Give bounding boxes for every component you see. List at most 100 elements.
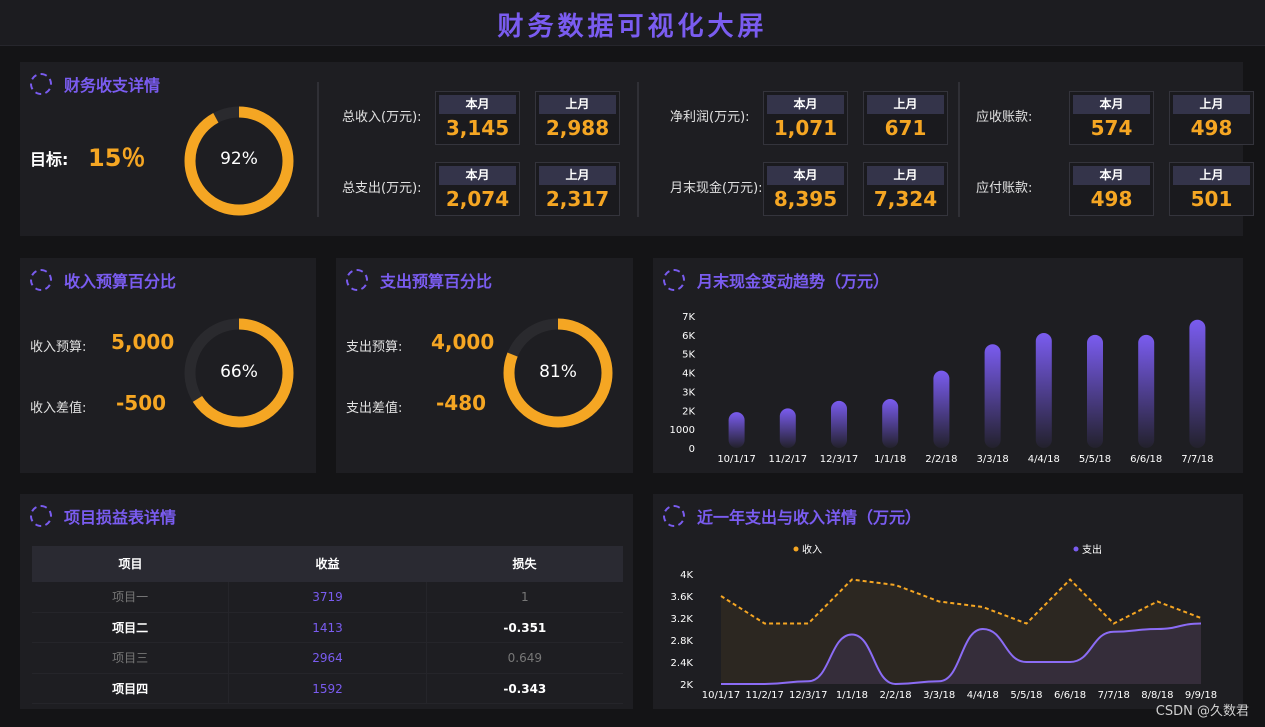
bar bbox=[1138, 334, 1155, 448]
bar bbox=[882, 398, 899, 448]
metric-current-value: 1,071 bbox=[773, 116, 838, 140]
y-tick-label: 1000 bbox=[670, 425, 695, 436]
expense-budget-gauge bbox=[503, 318, 613, 428]
x-tick-label: 7/7/18 bbox=[1098, 690, 1130, 701]
bar bbox=[831, 400, 847, 448]
y-tick-label: 2K bbox=[682, 406, 695, 417]
divider bbox=[317, 82, 319, 217]
table-row: 项目三 2964 0.649 bbox=[32, 643, 623, 674]
income-budget-gauge bbox=[184, 318, 294, 428]
metric-current-value: 8,395 bbox=[773, 187, 838, 211]
metric-label: 总支出(万元): bbox=[342, 181, 422, 196]
expense-budget-value: 4,000 bbox=[431, 330, 495, 354]
y-tick-label: 3K bbox=[682, 387, 695, 398]
income-expense-panel: 近一年支出与收入详情（万元） 2K 2.4K 2.8K 3.2K 3.6K 4K 10/1/… bbox=[653, 494, 1243, 709]
expense-budget-gauge-label: 81% bbox=[539, 362, 577, 382]
metric-current-head: 本月 bbox=[439, 166, 516, 185]
target-gauge bbox=[184, 106, 294, 216]
circle-icon bbox=[346, 269, 368, 291]
x-tick-label: 6/6/18 bbox=[1054, 690, 1086, 701]
income-diff-value: -500 bbox=[116, 391, 167, 415]
x-tick-label: 8/8/18 bbox=[1141, 690, 1173, 701]
target-gauge-label: 92% bbox=[220, 149, 258, 169]
income-expense-chart: 2K 2.4K 2.8K 3.2K 3.6K 4K 10/1/17 11/2/17 12/3/1… bbox=[671, 543, 1218, 701]
bar bbox=[933, 370, 950, 448]
x-tick-label: 9/9/18 bbox=[1185, 690, 1217, 701]
metric-current-box: 本月 1,071 bbox=[763, 91, 848, 145]
metric-prev-value: 2,988 bbox=[545, 116, 610, 140]
table-header-cell: 收益 bbox=[315, 557, 340, 571]
income-budget-label: 收入预算: bbox=[30, 340, 87, 355]
y-tick-label: 7K bbox=[682, 312, 695, 323]
expense-diff-label: 支出差值: bbox=[346, 401, 403, 416]
y-tick-label: 5K bbox=[682, 350, 695, 361]
metric-prev-box: 上月 498 bbox=[1169, 91, 1254, 145]
metric-label: 月末现金(万元): bbox=[670, 181, 763, 196]
x-tick-label: 3/3/18 bbox=[977, 454, 1009, 465]
x-tick-label: 1/1/18 bbox=[874, 454, 906, 465]
table-header-cell: 损失 bbox=[512, 557, 537, 571]
table-cell: -0.343 bbox=[503, 681, 547, 696]
x-tick-label: 11/2/17 bbox=[745, 690, 784, 701]
expense-area bbox=[721, 623, 1201, 684]
legend-income-dot bbox=[793, 546, 799, 552]
top-bar: 财务数据可视化大屏 bbox=[0, 0, 1265, 46]
y-tick-label: 0 bbox=[689, 444, 695, 455]
divider bbox=[958, 82, 960, 217]
circle-icon bbox=[663, 505, 685, 527]
table-cell: 2964 bbox=[229, 643, 427, 673]
project-table-title: 项目损益表详情 bbox=[30, 504, 176, 528]
x-tick-label: 12/3/17 bbox=[789, 690, 828, 701]
metric-prev-value: 671 bbox=[884, 116, 927, 140]
metric-prev-head: 上月 bbox=[867, 166, 944, 185]
y-tick-label: 6K bbox=[682, 331, 695, 342]
metric-current-box: 本月 3,145 bbox=[435, 91, 520, 145]
cash-trend-chart: 0 1000 2K 3K 4K 5K 6K 7K 10/1/17 11/2/17 12/3/17 1/… bbox=[670, 312, 1214, 465]
metric-current-head: 本月 bbox=[767, 166, 844, 185]
x-tick-label: 6/6/18 bbox=[1130, 454, 1162, 465]
expense-budget-label: 支出预算: bbox=[346, 340, 403, 355]
x-tick-label: 1/1/18 bbox=[836, 690, 868, 701]
x-tick-label: 5/5/18 bbox=[1010, 690, 1042, 701]
bar bbox=[1189, 319, 1206, 448]
x-tick-label: 4/4/18 bbox=[967, 690, 999, 701]
metric-current-head: 本月 bbox=[439, 95, 516, 114]
expense-diff-value: -480 bbox=[436, 391, 487, 415]
income-line bbox=[720, 578, 1202, 625]
metric-prev-box: 上月 2,988 bbox=[535, 91, 620, 145]
table-cell: 1413 bbox=[229, 612, 427, 642]
project-table: 项目 收益 损失 项目一 3719 1 项目二 1413 -0.351 项目三 … bbox=[32, 546, 623, 704]
table-cell: 项目一 bbox=[32, 582, 230, 612]
metric-label: 总收入(万元): bbox=[342, 110, 422, 125]
cash-trend-panel: 月末现金变动趋势（万元） 0 1000 2K 3K 4K 5K 6K 7K 10/1/17 11/… bbox=[653, 258, 1243, 473]
table-header-row: 项目 收益 损失 bbox=[32, 546, 623, 582]
table-cell: 0.649 bbox=[507, 651, 542, 665]
metric-current-head: 本月 bbox=[1073, 95, 1150, 114]
income-budget-value: 5,000 bbox=[111, 330, 175, 354]
y-tick-label: 2K bbox=[680, 680, 693, 691]
metric-current-value: 498 bbox=[1090, 187, 1133, 211]
circle-icon bbox=[30, 73, 52, 95]
metric-prev-head: 上月 bbox=[539, 166, 616, 185]
metric-prev-box: 上月 671 bbox=[863, 91, 948, 145]
legend-income-label: 收入 bbox=[802, 543, 822, 556]
target-label: 目标: bbox=[30, 150, 69, 169]
circle-icon bbox=[663, 269, 685, 291]
y-tick-label: 4K bbox=[680, 570, 693, 581]
x-tick-label: 10/1/17 bbox=[702, 690, 741, 701]
metric-prev-value: 2,317 bbox=[545, 187, 610, 211]
table-cell: 项目三 bbox=[32, 643, 230, 673]
income-budget-gauge-label: 66% bbox=[220, 362, 258, 382]
summary-panel-title: 财务收支详情 bbox=[30, 72, 160, 96]
bar bbox=[1035, 332, 1052, 448]
table-cell: 1 bbox=[521, 590, 529, 604]
metric-current-box: 本月 8,395 bbox=[763, 162, 848, 216]
legend-expense-label: 支出 bbox=[1082, 543, 1102, 556]
bar bbox=[984, 344, 1001, 448]
income-budget-panel: 收入预算百分比 收入预算: 5,000 收入差值: -500 66% bbox=[20, 258, 316, 473]
x-tick-label: 7/7/18 bbox=[1181, 454, 1213, 465]
table-header-cell: 项目 bbox=[118, 557, 143, 571]
metric-prev-head: 上月 bbox=[539, 95, 616, 114]
bar bbox=[728, 412, 745, 448]
x-tick-label: 12/3/17 bbox=[820, 454, 859, 465]
